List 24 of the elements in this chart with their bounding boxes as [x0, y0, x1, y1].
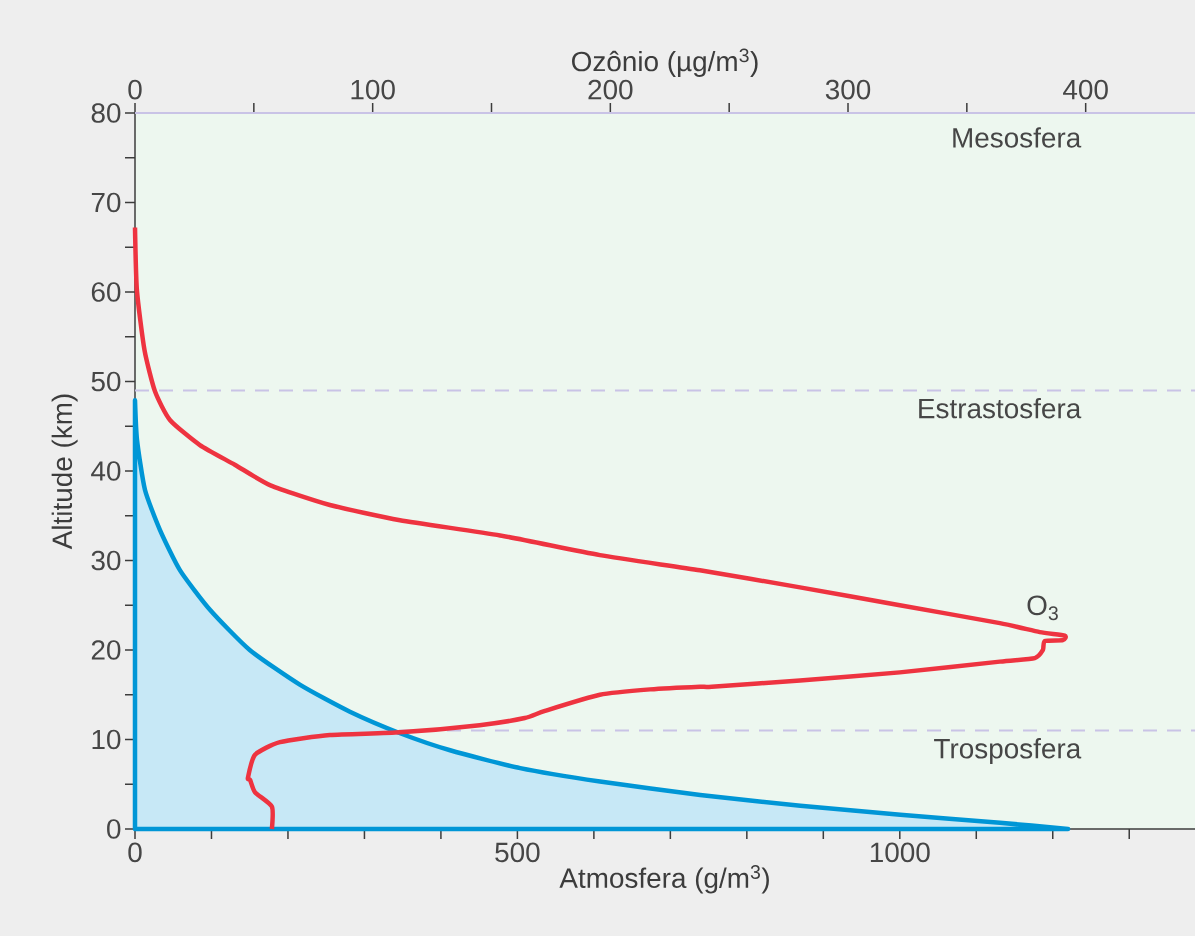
y-tick-label: 10 — [92, 729, 121, 750]
series-label: O$_{3}$ — [1027, 595, 1058, 621]
y-tick-label: 80 — [91, 103, 121, 123]
x2-tick-label: 200 — [588, 79, 633, 100]
x2-tick-label: 400 — [1063, 79, 1108, 100]
ref-line-label: Estrastosfera — [919, 397, 1082, 419]
x-axis-title: Atmosfera (g/m$^{3}$) — [559, 865, 769, 894]
x2-tick-label: 300 — [825, 79, 871, 100]
y-tick-label: 0 — [107, 819, 121, 839]
y-tick-label: 50 — [91, 371, 121, 392]
y-tick-label: 20 — [91, 640, 121, 660]
x-tick-label: 0 — [128, 842, 142, 863]
x2-axis-title: Ozônio (µg/m$^{3}$) — [572, 48, 758, 77]
x-tick-label: 500 — [495, 842, 540, 863]
y-tick-label: 30 — [91, 550, 121, 571]
y-tick-label: 60 — [91, 282, 121, 302]
ref-line-label: Trosposfera — [934, 738, 1082, 765]
y-tick-label: 40 — [91, 461, 121, 481]
y-axis-title: Altitude (km) — [51, 394, 78, 550]
x2-tick-label: 0 — [128, 79, 142, 100]
x2-tick-label: 100 — [351, 79, 395, 100]
y-tick-label: 70 — [91, 192, 121, 213]
annotation: Mesosfera — [953, 127, 1082, 148]
x-tick-label: 1000 — [870, 842, 930, 863]
